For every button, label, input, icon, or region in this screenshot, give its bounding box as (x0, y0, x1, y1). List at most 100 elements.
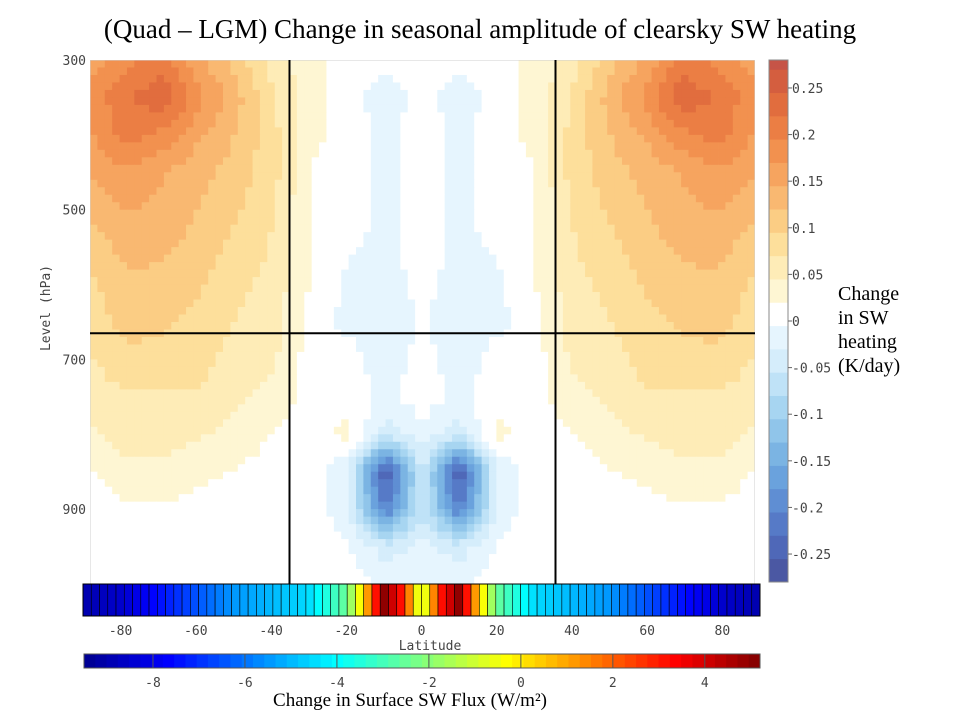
field-cell (186, 299, 194, 308)
field-cell (562, 441, 571, 450)
field-cell (252, 149, 261, 158)
field-cell (126, 142, 135, 151)
field-cell (466, 307, 475, 315)
field-cell (378, 179, 386, 188)
field-cell (444, 441, 453, 450)
field-cell (348, 299, 357, 308)
field-cell (104, 232, 113, 241)
field-cell (489, 232, 497, 241)
field-cell (134, 187, 143, 196)
field-cell (356, 142, 364, 151)
field-cell (259, 74, 268, 83)
field-cell (533, 381, 542, 390)
field-cell (614, 262, 623, 270)
field-cell (156, 149, 165, 158)
field-cell (193, 374, 202, 383)
field-cell (452, 247, 460, 256)
field-cell (607, 164, 616, 173)
field-cell (533, 239, 542, 248)
field-cell (518, 202, 527, 211)
field-cell (252, 471, 261, 480)
field-cell (267, 449, 276, 458)
field-cell (304, 142, 313, 151)
field-cell (370, 396, 379, 405)
field-cell (562, 209, 571, 218)
field-cell (282, 82, 290, 91)
field-cell (629, 104, 638, 113)
field-cell (422, 97, 431, 106)
field-cell (149, 314, 157, 323)
field-cell (341, 74, 350, 83)
field-cell (718, 67, 726, 76)
field-cell (237, 194, 246, 203)
field-cell (400, 164, 409, 173)
field-cell (163, 247, 172, 256)
field-cell (644, 404, 652, 413)
field-cell (525, 134, 534, 143)
field-cell (97, 344, 106, 353)
field-cell (592, 172, 601, 181)
field-cell (215, 127, 224, 136)
field-cell (511, 217, 519, 226)
field-cell (437, 142, 446, 151)
field-cell (267, 149, 276, 158)
field-cell (200, 142, 209, 151)
field-cell (474, 351, 483, 360)
field-cell (503, 194, 512, 203)
field-cell (333, 224, 342, 233)
field-cell (548, 284, 556, 293)
field-cell (703, 194, 712, 203)
field-cell (577, 82, 586, 91)
field-cell (363, 292, 372, 300)
field-cell (570, 269, 579, 278)
field-cell (392, 262, 401, 270)
field-cell (681, 194, 689, 203)
field-cell (163, 89, 172, 98)
field-cell (437, 299, 446, 308)
field-cell (466, 322, 475, 330)
field-cell (718, 344, 726, 353)
field-cell (592, 112, 601, 121)
field-cell (518, 164, 527, 173)
field-cell (725, 74, 734, 83)
field-cell (622, 97, 630, 106)
field-cell (304, 307, 313, 315)
field-cell (548, 411, 556, 420)
field-cell (459, 269, 468, 278)
field-cell (230, 74, 239, 83)
field-cell (437, 179, 446, 188)
field-cell (599, 374, 608, 383)
field-cell (437, 60, 446, 68)
field-cell (533, 89, 542, 98)
field-cell (562, 179, 571, 188)
field-cell (540, 366, 549, 375)
field-cell (104, 419, 113, 428)
field-cell (407, 134, 416, 143)
field-cell (200, 284, 209, 293)
field-cell (518, 314, 527, 323)
field-cell (237, 224, 246, 233)
field-cell (171, 269, 180, 278)
field-cell (208, 247, 217, 256)
field-cell (407, 314, 416, 323)
field-cell (452, 419, 460, 428)
field-cell (644, 411, 652, 420)
field-cell (230, 344, 239, 353)
field-cell (178, 104, 187, 113)
field-cell (444, 322, 453, 330)
field-cell (400, 396, 409, 405)
field-cell (718, 179, 726, 188)
field-cell (740, 336, 749, 345)
field-cell (703, 464, 712, 473)
field-cell (363, 314, 372, 323)
field-cell (104, 471, 113, 480)
field-cell (104, 269, 113, 278)
field-cell (496, 209, 505, 218)
field-cell (186, 104, 194, 113)
field-cell (570, 404, 579, 413)
field-cell (223, 157, 231, 166)
field-cell (112, 239, 120, 248)
field-cell (533, 366, 542, 375)
field-cell (570, 307, 579, 315)
field-cell (134, 89, 143, 98)
